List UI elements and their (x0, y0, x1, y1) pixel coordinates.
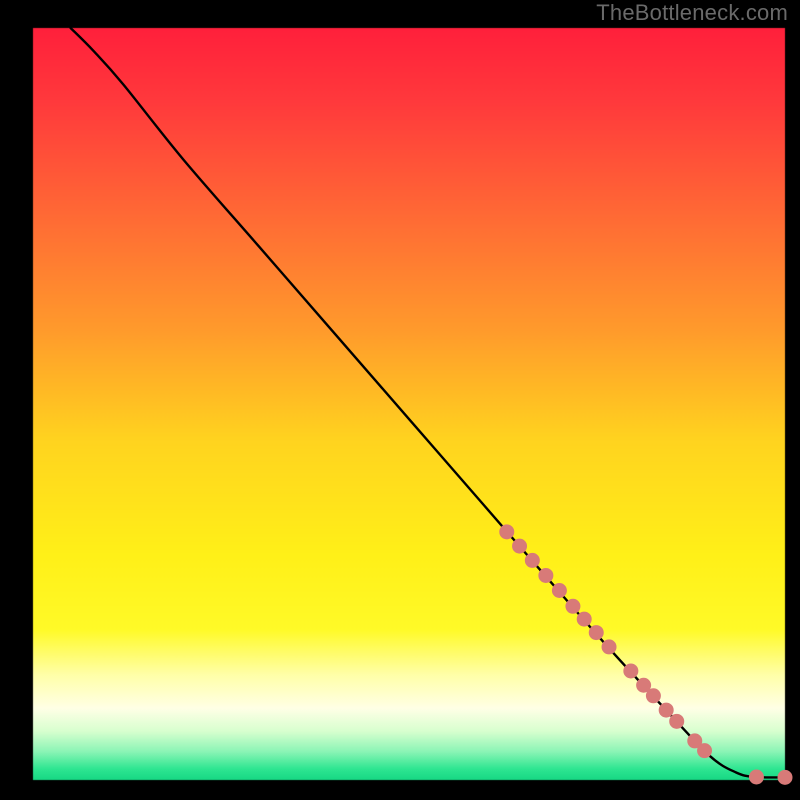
chart-overlay-svg (0, 0, 800, 800)
data-marker (525, 553, 539, 567)
marker-layer (500, 525, 792, 785)
data-marker (602, 640, 616, 654)
data-marker (670, 714, 684, 728)
data-marker (778, 770, 792, 784)
data-marker (552, 583, 566, 597)
data-marker (659, 703, 673, 717)
chart-stage: TheBottleneck.com (0, 0, 800, 800)
data-marker (646, 689, 660, 703)
data-marker (539, 568, 553, 582)
data-marker (500, 525, 514, 539)
data-marker (624, 664, 638, 678)
data-marker (749, 770, 763, 784)
bottleneck-curve (71, 28, 785, 777)
curve-layer (71, 28, 785, 777)
data-marker (566, 599, 580, 613)
watermark-text: TheBottleneck.com (596, 0, 788, 26)
data-marker (577, 612, 591, 626)
data-marker (513, 539, 527, 553)
data-marker (698, 744, 712, 758)
data-marker (589, 626, 603, 640)
